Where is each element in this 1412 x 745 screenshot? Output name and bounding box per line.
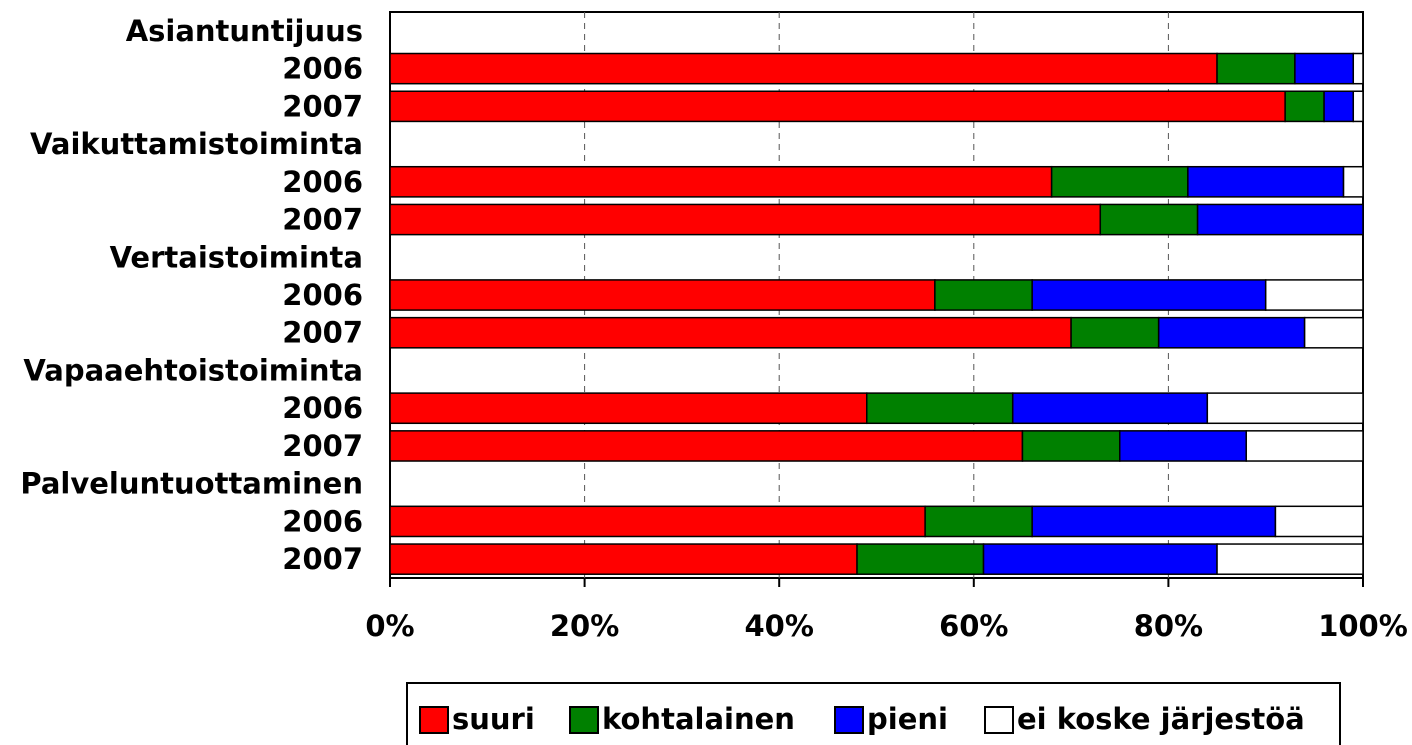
bar-segment — [982, 543, 1218, 575]
bar-segment — [1011, 392, 1209, 425]
y-tick-label: 2007 — [282, 316, 363, 350]
bar-segment — [1342, 165, 1364, 198]
y-tick-label: 2007 — [282, 89, 363, 123]
bar-segment — [1187, 165, 1345, 198]
y-tick-label: Asiantuntijuus — [126, 14, 363, 48]
x-tick-label: 80% — [1134, 609, 1203, 643]
bar-segment — [1352, 90, 1364, 123]
bar-segment — [1274, 505, 1364, 538]
y-tick-label: 2006 — [282, 165, 363, 199]
bar-segment — [1196, 203, 1364, 236]
bar-segment — [1303, 316, 1364, 349]
x-tick-label: 0% — [365, 609, 414, 643]
bar-segment — [1216, 52, 1296, 85]
bar-segment — [389, 52, 1218, 85]
y-tick-label: 2006 — [282, 391, 363, 425]
bar-segment — [1119, 430, 1247, 462]
legend-label: suuri — [452, 702, 535, 736]
legend-label: ei koske järjestöä — [1017, 702, 1305, 736]
y-tick-label: Vapaaehtoistoiminta — [23, 353, 363, 387]
y-tick-label: 2006 — [282, 278, 363, 312]
legend-swatch — [834, 706, 864, 734]
bar-segment — [866, 392, 1014, 425]
bar-segment — [856, 543, 985, 575]
y-tick-label: Vertaistoiminta — [110, 240, 363, 274]
bar-segment — [1216, 543, 1364, 575]
y-tick-label: 2006 — [282, 504, 363, 538]
bar-segment — [1157, 316, 1306, 349]
bar-segment — [1284, 90, 1325, 123]
y-tick-label: 2007 — [282, 542, 363, 576]
bar-segment — [389, 279, 936, 311]
bar-segment — [1050, 165, 1189, 198]
bar-segment — [389, 316, 1072, 349]
legend-swatch — [419, 706, 449, 734]
legend-swatch — [569, 706, 599, 734]
bar-segment — [389, 203, 1102, 236]
bar-segment — [1245, 430, 1364, 462]
bar-segment — [389, 505, 926, 538]
x-tick-label: 60% — [939, 609, 1008, 643]
bar-segment — [389, 392, 868, 425]
legend-label: pieni — [867, 702, 948, 736]
x-tick-label: 20% — [550, 609, 619, 643]
bar-segment — [1070, 316, 1160, 349]
bar-segment — [1031, 505, 1277, 538]
bar-segment — [934, 279, 1033, 311]
y-tick-label: 2007 — [282, 203, 363, 237]
y-tick-label: Palveluntuottaminen — [20, 467, 363, 501]
bar-segment — [1323, 90, 1355, 123]
bar-segment — [389, 165, 1053, 198]
bar-segment — [1264, 279, 1364, 311]
y-tick-label: 2007 — [282, 429, 363, 463]
bar-segment — [389, 430, 1024, 462]
x-tick-label: 40% — [744, 609, 813, 643]
y-tick-label: 2006 — [282, 52, 363, 86]
legend-label: kohtalainen — [602, 702, 795, 736]
bar-segment — [924, 505, 1033, 538]
bar-segment — [1206, 392, 1364, 425]
x-tick-label: 100% — [1318, 609, 1408, 643]
bar-segment — [1352, 52, 1364, 85]
bar-segment — [1294, 52, 1355, 85]
legend-swatch — [984, 706, 1014, 734]
y-tick-label: Vaikuttamistoiminta — [30, 127, 363, 161]
legend-box — [406, 682, 1341, 745]
bar-segment — [389, 90, 1286, 123]
bar-segment — [1031, 279, 1267, 311]
bar-segment — [1021, 430, 1121, 462]
bar-segment — [1099, 203, 1199, 236]
bar-segment — [389, 543, 858, 575]
